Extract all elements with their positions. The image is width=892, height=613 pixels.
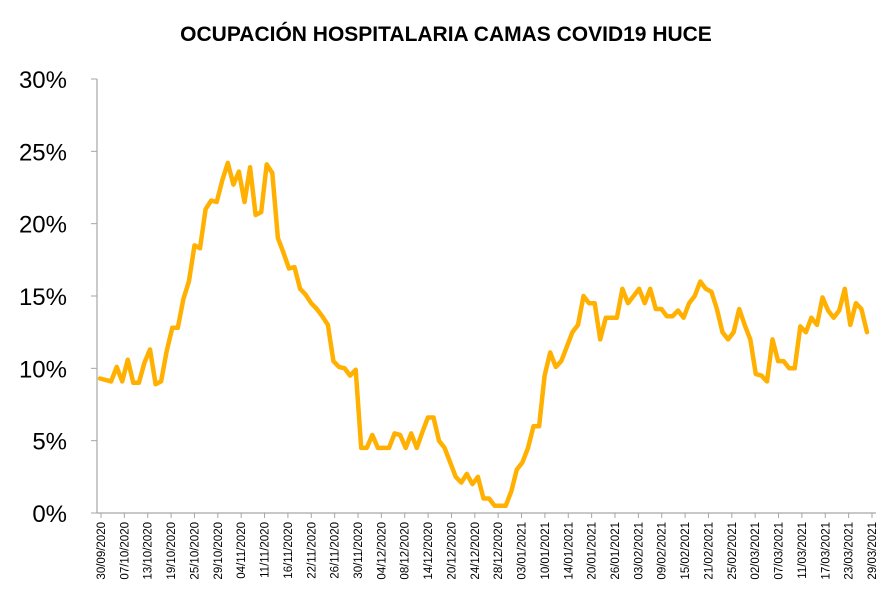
x-tick-label: 03/01/2021 — [517, 522, 529, 580]
x-tick-label: 20/01/2021 — [587, 522, 599, 580]
x-tick-label: 15/02/2021 — [680, 522, 692, 580]
x-tick-label: 04/12/2020 — [376, 522, 388, 580]
y-tick-label: 5% — [32, 429, 67, 456]
chart-title: OCUPACIÓN HOSPITALARIA CAMAS COVID19 HUC… — [180, 22, 712, 46]
x-tick-label: 02/03/2021 — [750, 522, 762, 580]
y-tick-label: 0% — [32, 501, 67, 528]
x-tick-label: 29/10/2020 — [213, 522, 225, 580]
x-tick-label: 04/11/2020 — [236, 522, 248, 579]
y-tick-label: 15% — [19, 284, 67, 311]
x-tick-label: 03/02/2021 — [633, 522, 645, 580]
x-tick-label: 19/10/2020 — [166, 522, 178, 580]
y-tick-label: 25% — [19, 139, 67, 166]
y-tick-label: 30% — [19, 67, 67, 94]
x-tick-label: 21/02/2021 — [703, 522, 715, 580]
x-tick-label: 23/03/2021 — [844, 522, 856, 580]
x-tick-label: 10/01/2021 — [540, 522, 552, 580]
x-tick-label: 11/11/2020 — [260, 522, 272, 578]
x-tick-label: 11/03/2021 — [797, 522, 809, 579]
x-tick-label: 30/11/2020 — [353, 522, 365, 579]
x-tick-label: 08/12/2020 — [400, 522, 412, 580]
x-tick-label: 17/03/2021 — [820, 522, 832, 580]
x-tick-label: 25/02/2021 — [727, 522, 739, 580]
y-tick-label: 20% — [19, 212, 67, 239]
y-axis: 0% 5% 10% 15% 20% 25% 30% — [19, 67, 98, 528]
x-axis: 30/09/2020 07/10/2020 13/10/2020 19/10/2020… — [96, 512, 879, 580]
x-tick-label: 25/10/2020 — [189, 522, 201, 580]
x-tick-label: 14/12/2020 — [423, 522, 435, 580]
x-tick-label: 29/03/2021 — [867, 522, 879, 580]
x-tick-label: 07/10/2020 — [119, 522, 131, 580]
x-tick-label: 20/12/2020 — [446, 522, 458, 580]
x-tick-label: 28/12/2020 — [493, 522, 505, 580]
x-tick-label: 26/01/2021 — [610, 522, 622, 580]
x-tick-label: 24/12/2020 — [470, 522, 482, 580]
x-tick-label: 14/01/2021 — [563, 522, 575, 580]
x-tick-label: 07/03/2021 — [774, 522, 786, 580]
series-group — [97, 160, 870, 509]
series-line-0 — [97, 160, 870, 509]
y-tick-label: 10% — [19, 356, 67, 383]
x-tick-label: 26/11/2020 — [330, 522, 342, 579]
x-tick-label: 09/02/2021 — [657, 522, 669, 580]
x-tick-label: 16/11/2020 — [283, 522, 295, 579]
x-tick-label: 30/09/2020 — [96, 522, 108, 580]
x-tick-label: 13/10/2020 — [143, 522, 155, 580]
x-tick-label: 22/11/2020 — [306, 522, 318, 579]
